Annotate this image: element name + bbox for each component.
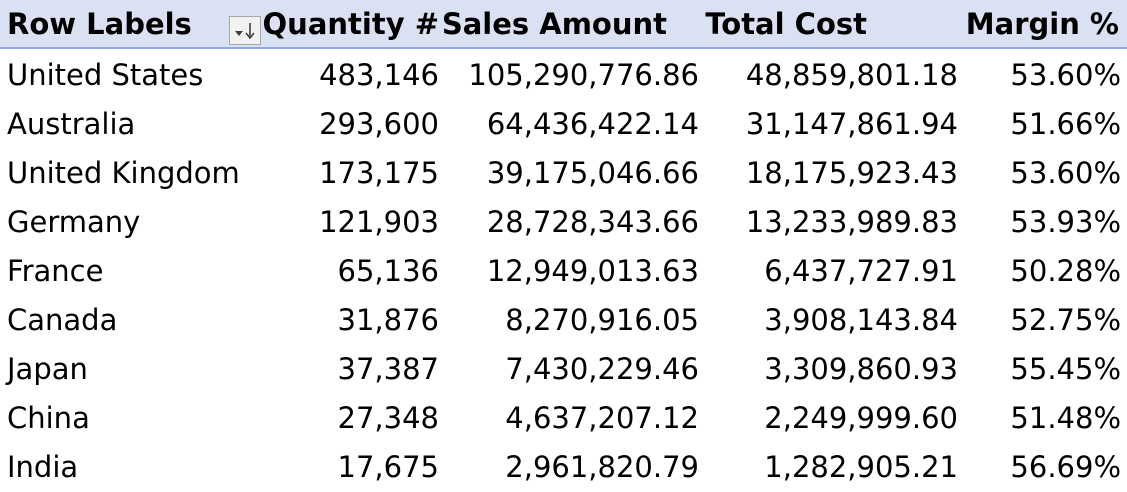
sales-amount-cell[interactable]: 105,290,776.86: [468, 58, 699, 92]
total-cost-cell[interactable]: 6,437,727.91: [764, 254, 958, 288]
table-row[interactable]: Canada 31,876 8,270,916.05 3,908,143.84 52.7…: [0, 296, 1127, 345]
table-row[interactable]: United States 483,146 105,290,776.86 48,859…: [0, 51, 1127, 100]
quantity-cell[interactable]: 173,175: [319, 156, 439, 190]
table-row[interactable]: France 65,136 12,949,013.63 6,437,727.91 50.…: [0, 247, 1127, 296]
row-label-cell[interactable]: France: [7, 254, 104, 288]
margin-header[interactable]: Margin %: [965, 7, 1119, 41]
row-label-cell[interactable]: Australia: [7, 107, 136, 141]
quantity-cell[interactable]: 293,600: [319, 107, 439, 141]
row-label-cell[interactable]: India: [7, 450, 79, 484]
margin-cell[interactable]: 52.75%: [1010, 303, 1121, 337]
total-cost-cell[interactable]: 31,147,861.94: [745, 107, 958, 141]
row-label-cell[interactable]: Japan: [7, 352, 88, 386]
total-cost-cell[interactable]: 3,309,860.93: [764, 352, 958, 386]
quantity-cell[interactable]: 27,348: [337, 401, 439, 435]
sales-amount-cell[interactable]: 12,949,013.63: [486, 254, 699, 288]
margin-cell[interactable]: 56.69%: [1010, 450, 1121, 484]
table-row[interactable]: United Kingdom 173,175 39,175,046.66 18,175…: [0, 149, 1127, 198]
table-row[interactable]: Japan 37,387 7,430,229.46 3,309,860.93 55.45…: [0, 345, 1127, 394]
quantity-cell[interactable]: 65,136: [337, 254, 439, 288]
quantity-cell[interactable]: 37,387: [337, 352, 439, 386]
total-cost-cell[interactable]: 1,282,905.21: [764, 450, 958, 484]
margin-cell[interactable]: 51.48%: [1010, 401, 1121, 435]
table-row[interactable]: India 17,675 2,961,820.79 1,282,905.21 56.69…: [0, 443, 1127, 492]
total-cost-cell[interactable]: 48,859,801.18: [745, 58, 958, 92]
row-label-cell[interactable]: Germany: [7, 205, 141, 239]
sales-amount-cell[interactable]: 28,728,343.66: [486, 205, 699, 239]
quantity-cell[interactable]: 17,675: [337, 450, 439, 484]
margin-cell[interactable]: 53.60%: [1010, 156, 1121, 190]
row-labels-header[interactable]: Row Labels: [7, 7, 192, 41]
quantity-header[interactable]: Quantity #: [262, 7, 439, 41]
quantity-cell[interactable]: 31,876: [337, 303, 439, 337]
total-cost-cell[interactable]: 18,175,923.43: [745, 156, 958, 190]
sales-amount-header[interactable]: Sales Amount: [441, 7, 667, 41]
sales-amount-cell[interactable]: 64,436,422.14: [486, 107, 699, 141]
margin-cell[interactable]: 50.28%: [1010, 254, 1121, 288]
margin-cell[interactable]: 55.45%: [1010, 352, 1121, 386]
total-cost-cell[interactable]: 3,908,143.84: [764, 303, 958, 337]
total-cost-cell[interactable]: 13,233,989.83: [745, 205, 958, 239]
margin-cell[interactable]: 51.66%: [1010, 107, 1121, 141]
row-label-cell[interactable]: China: [7, 401, 90, 435]
total-cost-header[interactable]: Total Cost: [705, 7, 867, 41]
sales-amount-cell[interactable]: 4,637,207.12: [505, 401, 699, 435]
margin-cell[interactable]: 53.93%: [1010, 205, 1121, 239]
row-labels-filter-button[interactable]: [229, 16, 261, 45]
table-row[interactable]: Australia 293,600 64,436,422.14 31,147,861.…: [0, 100, 1127, 149]
sales-amount-cell[interactable]: 7,430,229.46: [505, 352, 699, 386]
table-row[interactable]: Germany 121,903 28,728,343.66 13,233,989.83…: [0, 198, 1127, 247]
sort-filter-dropdown-icon: [235, 23, 255, 40]
row-label-cell[interactable]: United States: [7, 58, 204, 92]
quantity-cell[interactable]: 121,903: [319, 205, 439, 239]
total-cost-cell[interactable]: 2,249,999.60: [764, 401, 958, 435]
table-row[interactable]: China 27,348 4,637,207.12 2,249,999.60 51.48…: [0, 394, 1127, 443]
margin-cell[interactable]: 53.60%: [1010, 58, 1121, 92]
sales-amount-cell[interactable]: 8,270,916.05: [505, 303, 699, 337]
row-label-cell[interactable]: Canada: [7, 303, 118, 337]
pivot-header-row: Row Labels Quantity # Sales Amount Total…: [0, 0, 1127, 49]
quantity-cell[interactable]: 483,146: [319, 58, 439, 92]
row-label-cell[interactable]: United Kingdom: [7, 156, 240, 190]
sales-amount-cell[interactable]: 2,961,820.79: [505, 450, 699, 484]
sales-amount-cell[interactable]: 39,175,046.66: [486, 156, 699, 190]
